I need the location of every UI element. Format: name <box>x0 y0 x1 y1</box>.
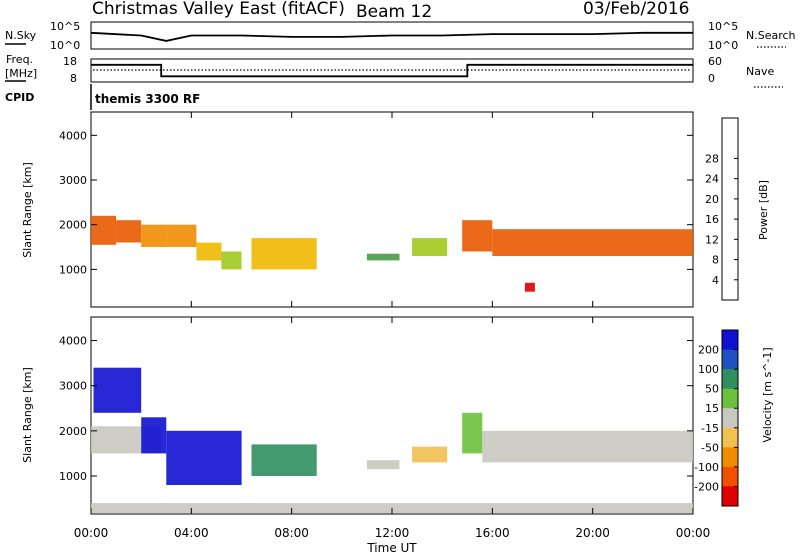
freq-series-line <box>91 63 693 78</box>
heatmap-cell <box>366 253 400 261</box>
nsearch-label: N.Search <box>746 29 796 42</box>
colorbar-tick-label: 50 <box>705 383 719 396</box>
heatmap-cell <box>366 460 400 470</box>
heatmap-cell <box>412 446 448 463</box>
nsky-left-tick-bottom: 10^0 <box>50 39 80 52</box>
xtick-label: 12:00 <box>375 526 410 540</box>
nsky-series-line <box>90 31 693 42</box>
colorbar-swatch <box>722 466 738 487</box>
power-ylabel: Slant Range [km] <box>21 162 34 258</box>
power-heatmap <box>91 215 693 292</box>
colorbar-tick-label: 12 <box>705 233 719 246</box>
freq-right-tick-bottom: 0 <box>708 72 715 85</box>
nsky-left-tick-top: 10^5 <box>50 20 80 33</box>
heatmap-cell <box>251 444 317 476</box>
colorbar-tick-label: -100 <box>694 461 719 474</box>
colorbar-tick-label: -50 <box>701 441 719 454</box>
power-panel-frame <box>90 111 694 308</box>
nsky-strip-frame <box>90 21 694 50</box>
nave-label: Nave <box>746 65 774 78</box>
heatmap-cell <box>462 220 493 252</box>
cpid-value: themis 3300 RF <box>95 92 200 106</box>
heatmap-cell <box>221 251 242 270</box>
date-label: 03/Feb/2016 <box>583 0 689 19</box>
freq-strip-frame <box>90 58 694 83</box>
ytick-label: 4000 <box>59 129 87 142</box>
beam-label: Beam 12 <box>356 2 432 22</box>
heatmap-cell <box>412 238 448 256</box>
time-axis: 00:00 04:00 08:00 12:00 16:00 20:00 00:00 <box>74 112 711 540</box>
power-colorbar-label: Power [dB] <box>757 180 770 240</box>
heatmap-cell <box>141 224 167 247</box>
xtick-label: 00:00 <box>74 526 109 540</box>
colorbar-swatch <box>722 330 738 351</box>
colorbar-swatch <box>722 349 738 370</box>
freq-label-line2: [MHz] <box>5 67 37 80</box>
nsky-right-tick-bottom: 10^0 <box>708 39 738 52</box>
xtick-label: 20:00 <box>575 526 610 540</box>
freq-label-line1: Freq. <box>6 53 33 66</box>
colorbar-swatch <box>722 408 738 429</box>
colorbar-tick-label: -200 <box>694 480 719 493</box>
xtick-label: 00:00 <box>676 526 711 540</box>
ytick-label: 3000 <box>59 380 87 393</box>
heatmap-cell <box>91 215 117 245</box>
colorbar-tick-label: 28 <box>705 152 719 165</box>
colorbar-tick-label: 200 <box>698 344 719 357</box>
xtick-label: 08:00 <box>274 526 309 540</box>
colorbar-tick-label: 15 <box>705 402 719 415</box>
colorbar-swatch <box>722 388 738 409</box>
colorbar-tick-label: 100 <box>698 363 719 376</box>
xtick-label: 16:00 <box>475 526 510 540</box>
power-colorbar: 4 8 12 16 20 24 28 <box>705 117 739 301</box>
xtick-label: 04:00 <box>174 526 209 540</box>
power-yaxis: 1000 2000 3000 4000 <box>59 129 693 276</box>
velocity-ylabel: Slant Range [km] <box>21 367 34 463</box>
ytick-label: 1000 <box>59 263 87 276</box>
colorbar-swatch <box>722 369 738 390</box>
colorbar-tick-label: 16 <box>705 213 719 226</box>
ytick-label: 4000 <box>59 335 87 348</box>
colorbar-tick-label: 24 <box>705 173 719 186</box>
heatmap-cell <box>116 220 142 243</box>
heatmap-cell <box>141 417 167 454</box>
cpid-label: CPID <box>5 91 34 104</box>
heatmap-cell <box>462 412 483 454</box>
freq-left-tick-bottom: 8 <box>70 72 77 85</box>
heatmap-cell <box>492 229 693 256</box>
time-axis-label: Time UT <box>366 541 417 554</box>
freq-left-tick-top: 18 <box>63 55 77 68</box>
ytick-label: 1000 <box>59 470 87 483</box>
nsky-label: N.Sky <box>5 29 37 42</box>
heatmap-cell <box>166 430 242 485</box>
station-title: Christmas Valley East (fitACF) <box>92 0 345 19</box>
nsky-right-tick-top: 10^5 <box>708 20 738 33</box>
ytick-label: 2000 <box>59 219 87 232</box>
colorbar-swatch <box>722 447 738 468</box>
colorbar-frame <box>721 329 739 507</box>
colorbar-frame <box>721 117 739 301</box>
heatmap-cell <box>93 367 142 413</box>
velocity-colorbar-label: Velocity [m s^-1] <box>761 347 774 442</box>
colorbar-tick-label: 8 <box>712 254 719 267</box>
heatmap-cell <box>196 242 222 261</box>
colorbar-tick-label: -15 <box>701 422 719 435</box>
heatmap-cell <box>482 430 693 463</box>
heatmap-cell <box>524 282 535 292</box>
colorbar-tick-label: 20 <box>705 193 719 206</box>
colorbar-tick-label: 4 <box>712 274 719 287</box>
freq-right-tick-top: 60 <box>708 55 722 68</box>
velocity-colorbar: 200 100 50 15 -15 -50 -100 -200 <box>694 329 739 507</box>
ytick-label: 3000 <box>59 174 87 187</box>
heatmap-cell <box>251 238 317 270</box>
ytick-label: 2000 <box>59 425 87 438</box>
colorbar-swatch <box>722 427 738 448</box>
heatmap-cell <box>166 224 197 247</box>
colorbar-swatch <box>722 486 738 507</box>
velocity-yaxis: 1000 2000 3000 4000 <box>59 335 693 483</box>
